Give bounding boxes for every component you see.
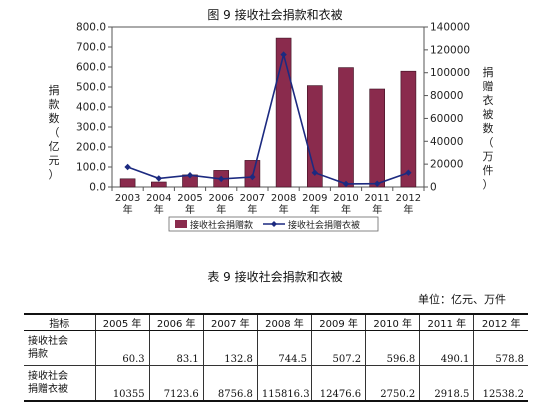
x-tick-label: 2008 年 <box>271 193 296 216</box>
table-title: 表 9 接收社会捐款和衣被 <box>207 270 343 284</box>
line-marker <box>405 169 412 176</box>
bar <box>369 88 386 188</box>
bar <box>400 70 417 188</box>
left-tick-label: 0.0 <box>89 182 106 194</box>
table-cell: 596.8 <box>365 330 421 366</box>
table-cell: 2750.2 <box>365 365 421 402</box>
table-row: 接收社会捐赠衣被 10355 7123.6 8756.8 115816.3 12… <box>24 365 528 402</box>
right-tick-label: 60000 <box>430 113 463 125</box>
header-year: 2009 年 <box>310 313 367 331</box>
table-cell: 60.3 <box>94 330 150 366</box>
table-cell: 490.1 <box>419 330 475 366</box>
table-cell: 2918.5 <box>419 365 475 402</box>
table-cell: 507.2 <box>310 330 367 366</box>
right-tick-label: 120000 <box>430 44 470 56</box>
unit-label: 单位：亿元、万件 <box>418 293 506 306</box>
line-marker <box>374 180 381 187</box>
x-tick-label: 2003 年 <box>115 193 140 216</box>
table-row: 接收社会捐款 60.3 83.1 132.8 744.5 507.2 596.8… <box>24 330 528 366</box>
row-label: 接收社会 捐款 <box>24 330 96 366</box>
table-cell: 115816.3 <box>256 365 313 402</box>
bar <box>338 67 354 188</box>
left-tick-label: 200.0 <box>76 142 106 154</box>
line-series <box>124 51 412 188</box>
left-axis-title: 捐款数（亿元） <box>49 83 60 181</box>
bar <box>275 37 292 188</box>
right-tick-label: 0 <box>430 182 437 194</box>
legend-label: 接收社会捐赠衣被 <box>288 219 360 231</box>
bar <box>151 181 167 188</box>
row-label: 接收社会 捐赠衣被 <box>24 365 96 402</box>
data-table: 指标 2005 年 2006 年 2007 年 2008 年 2009 年 20… <box>24 313 528 402</box>
row-label-line: 捐赠衣被 <box>28 384 68 395</box>
x-tick-label: 2005 年 <box>177 193 202 216</box>
left-tick-label: 300.0 <box>76 122 106 134</box>
x-tick-label: 2004 年 <box>146 193 171 216</box>
right-axis: 0 20000 40000 60000 80000 100000 120000 140000 <box>424 22 470 194</box>
line-marker <box>311 169 318 176</box>
left-tick-label: 100.0 <box>76 162 106 174</box>
left-tick-label: 800.0 <box>76 22 106 34</box>
table-cell: 10355 <box>94 365 150 402</box>
table-header-row: 指标 2005 年 2006 年 2007 年 2008 年 2009 年 20… <box>24 313 528 331</box>
x-tick-label: 2011 年 <box>364 193 389 216</box>
legend: 接收社会捐赠款 接收社会捐赠衣被 <box>168 216 379 232</box>
combo-chart: 0.0 100.0 200.0 300.0 400.0 500.0 600.0 700.0 80… <box>49 22 494 232</box>
bar <box>306 85 323 188</box>
bar <box>244 160 261 188</box>
table-cell: 12538.2 <box>473 365 528 402</box>
line-marker <box>280 51 287 58</box>
left-tick-label: 500.0 <box>76 82 106 94</box>
line-marker <box>186 172 194 179</box>
bar <box>119 178 136 188</box>
line-marker <box>124 163 131 171</box>
table-cell: 132.8 <box>202 330 258 366</box>
table-cell: 8756.8 <box>202 365 258 402</box>
left-tick-label: 400.0 <box>76 102 106 114</box>
right-tick-label: 100000 <box>430 67 470 79</box>
legend-marker <box>271 221 277 227</box>
header-year: 2011 年 <box>419 313 475 331</box>
header-year: 2012 年 <box>473 313 528 331</box>
right-axis-title: 捐赠衣被数（万件） <box>483 65 494 191</box>
header-year: 2010 年 <box>365 313 421 331</box>
header-year: 2006 年 <box>148 313 204 331</box>
right-tick-label: 40000 <box>430 136 463 148</box>
x-tick-label: 2009 年 <box>302 193 327 216</box>
table-cell: 83.1 <box>148 330 204 366</box>
line-marker <box>342 180 350 188</box>
left-axis-label: 捐款数（亿元） <box>49 83 60 181</box>
right-axis-label: 捐赠衣被数（万件） <box>483 65 494 191</box>
legend-label: 接收社会捐赠款 <box>190 219 253 231</box>
bar-series <box>119 37 417 188</box>
row-label-line: 捐款 <box>28 349 48 360</box>
right-tick-label: 140000 <box>430 22 470 34</box>
x-tick-label: 2012 年 <box>396 193 421 216</box>
x-tick-label: 2007 年 <box>240 193 265 216</box>
header-year: 2007 年 <box>202 313 258 331</box>
x-tick-label: 2010 年 <box>333 193 358 216</box>
table-cell: 12476.6 <box>310 365 367 402</box>
right-tick-label: 20000 <box>430 159 463 171</box>
header-year: 2008 年 <box>256 313 313 331</box>
right-tick-label: 80000 <box>430 90 463 102</box>
series-line <box>127 51 409 185</box>
figure-title: 图 9 接收社会捐款和衣被 <box>207 8 343 22</box>
left-tick-label: 700.0 <box>76 42 106 54</box>
table-cell: 7123.6 <box>148 365 204 402</box>
header-year: 2005 年 <box>94 313 150 331</box>
row-label-line: 接收社会 <box>28 371 68 382</box>
header-indicator: 指标 <box>24 313 96 331</box>
line-marker <box>249 173 256 181</box>
line-marker <box>155 175 162 182</box>
left-tick-label: 600.0 <box>76 62 106 74</box>
line-marker <box>218 175 225 183</box>
legend-bar-swatch <box>175 220 187 228</box>
x-tick-label: 2006 年 <box>208 193 233 216</box>
row-label-line: 接收社会 <box>28 336 68 347</box>
table-cell: 744.5 <box>256 330 313 366</box>
x-axis: 2003 年 2004 年 2005 年 2006 年 2007 年 2008 年 2009 年 2010 年… <box>111 187 425 216</box>
table-cell: 578.8 <box>473 330 528 366</box>
left-axis: 0.0 100.0 200.0 300.0 400.0 500.0 600.0 700.0 80… <box>76 22 112 194</box>
